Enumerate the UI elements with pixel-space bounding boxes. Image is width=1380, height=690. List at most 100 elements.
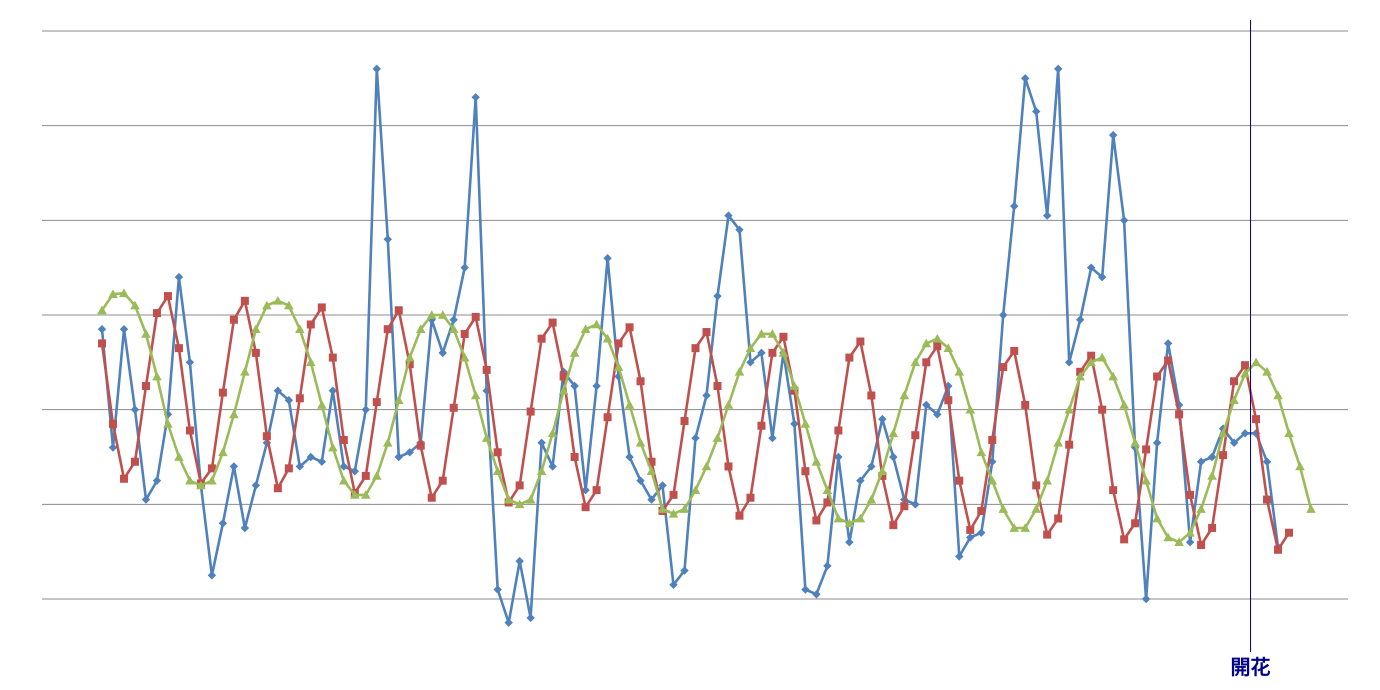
data-point	[1098, 405, 1107, 414]
data-point	[624, 400, 635, 409]
data-point	[833, 513, 844, 523]
data-point	[888, 428, 899, 438]
data-point	[812, 590, 821, 599]
data-point	[877, 466, 888, 476]
series-3	[97, 288, 1316, 547]
data-point	[834, 452, 843, 462]
data-point	[603, 413, 612, 422]
data-point	[437, 310, 448, 319]
data-point	[669, 580, 678, 589]
data-point	[1021, 74, 1030, 83]
data-point	[943, 343, 954, 352]
data-point	[867, 391, 876, 400]
data-point	[1021, 400, 1030, 409]
data-point	[603, 254, 612, 263]
data-point	[768, 433, 777, 443]
data-point	[537, 334, 546, 343]
data-point	[1042, 475, 1053, 485]
data-point	[372, 398, 381, 407]
data-point	[789, 381, 800, 390]
data-point	[404, 352, 415, 362]
data-point	[526, 613, 535, 623]
data-point	[921, 338, 932, 348]
annotation-label: 開花	[1231, 655, 1271, 679]
data-point	[185, 426, 194, 435]
data-point	[119, 325, 129, 334]
data-point	[1064, 358, 1074, 367]
data-point	[438, 476, 447, 485]
data-point	[1164, 356, 1173, 365]
data-point	[394, 306, 403, 315]
data-point	[1230, 377, 1239, 386]
series-2	[98, 292, 1294, 554]
data-point	[1262, 367, 1272, 376]
data-point	[1054, 64, 1063, 74]
data-point	[416, 441, 425, 450]
data-point	[998, 504, 1009, 513]
data-point	[360, 490, 371, 499]
data-point	[614, 339, 623, 348]
data-point	[691, 344, 700, 353]
data-point	[746, 358, 755, 367]
data-point	[1119, 216, 1129, 225]
data-point	[174, 344, 183, 353]
data-point	[306, 452, 316, 462]
data-point	[338, 475, 349, 485]
data-point	[679, 504, 690, 513]
data-point	[163, 419, 173, 428]
data-point	[922, 358, 931, 367]
data-point	[460, 263, 469, 272]
data-point	[668, 509, 679, 518]
data-point	[185, 358, 195, 367]
data-point	[658, 481, 667, 490]
data-point	[845, 538, 854, 547]
data-point	[1130, 438, 1140, 447]
data-point	[1196, 457, 1206, 466]
data-point	[174, 452, 184, 461]
data-point	[240, 296, 249, 305]
data-point	[361, 405, 370, 414]
data-point	[108, 289, 118, 299]
data-point	[801, 467, 810, 476]
data-point	[1010, 201, 1019, 211]
data-point	[592, 486, 601, 495]
data-point	[383, 235, 392, 244]
data-point	[1141, 475, 1151, 485]
data-point	[922, 400, 931, 410]
data-point	[1097, 352, 1107, 362]
data-point	[724, 211, 733, 220]
data-point	[317, 303, 326, 312]
data-point	[1306, 504, 1316, 513]
data-point	[1229, 395, 1239, 405]
data-point	[778, 348, 789, 357]
data-point	[822, 485, 833, 494]
data-point	[1075, 371, 1085, 381]
data-point	[1163, 532, 1173, 542]
data-point	[471, 312, 480, 321]
data-point	[899, 390, 910, 400]
data-point	[119, 288, 129, 298]
data-point	[415, 324, 426, 334]
data-point	[1163, 339, 1173, 348]
data-point	[273, 484, 282, 493]
data-point	[1285, 528, 1294, 537]
data-point	[1010, 346, 1019, 355]
data-point	[955, 552, 964, 561]
data-point	[503, 494, 514, 504]
data-point	[152, 371, 162, 381]
data-point	[328, 386, 338, 395]
data-point	[911, 431, 920, 440]
data-point	[306, 320, 315, 329]
data-point	[647, 495, 656, 504]
data-point	[1152, 513, 1162, 523]
data-point	[1185, 538, 1195, 547]
data-point	[647, 457, 656, 466]
data-point	[295, 324, 305, 334]
data-point	[878, 414, 887, 424]
data-point	[119, 474, 128, 483]
data-point	[713, 291, 722, 301]
data-point	[625, 323, 634, 332]
data-point	[966, 525, 975, 534]
data-point	[1086, 263, 1096, 272]
data-point	[1120, 535, 1129, 544]
